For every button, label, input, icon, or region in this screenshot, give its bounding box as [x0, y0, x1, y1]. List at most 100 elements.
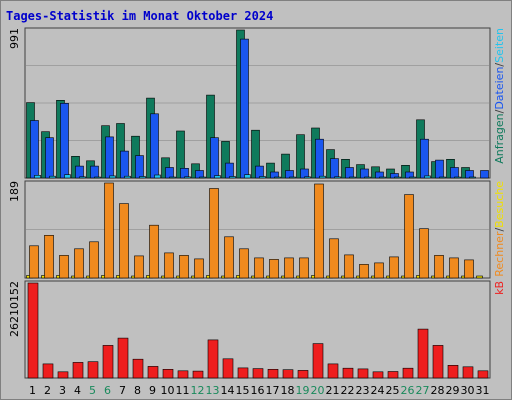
x-tick-label-day-16: 16	[251, 384, 265, 397]
legend-entry: Anfragen	[493, 113, 506, 163]
x-tick-label-day-6: 6	[104, 384, 111, 397]
bar-seiten-day-11	[184, 176, 191, 179]
bar-rechner-day-2	[44, 235, 54, 279]
bar-dateien-day-27	[420, 138, 429, 179]
bar-seiten-day-17	[274, 176, 281, 179]
bar-rechner-day-30	[464, 259, 474, 279]
bar-rechner-day-16	[254, 257, 264, 279]
ymax-label-requests: 991	[8, 28, 21, 49]
bar-rechner-day-9	[149, 224, 159, 279]
bar-seiten-day-14	[229, 176, 236, 179]
legend-entry: /	[493, 109, 506, 113]
bar-kb-day-31	[477, 370, 489, 379]
bar-kb-day-11	[177, 370, 189, 379]
bar-seiten-day-7	[124, 175, 131, 179]
bar-kb-day-8	[132, 358, 144, 379]
bar-rechner-day-10	[164, 252, 174, 279]
bar-seiten-day-20	[319, 175, 326, 179]
bar-dateien-day-20	[315, 138, 324, 179]
bar-rechner-day-26	[404, 194, 414, 279]
x-tick-label-day-15: 15	[236, 384, 250, 397]
bar-rechner-day-14	[224, 236, 234, 279]
x-tick-label-day-19: 19	[296, 384, 310, 397]
x-tick-label-day-24: 24	[371, 384, 385, 397]
bar-besuche-day-31	[476, 275, 483, 279]
bar-kb-day-17	[267, 368, 279, 379]
bar-dateien-day-23	[360, 168, 369, 179]
bar-dateien-day-4	[75, 165, 84, 179]
bar-seiten-day-16	[259, 176, 266, 179]
bar-rechner-day-3	[59, 255, 69, 279]
bar-dateien-day-13	[210, 137, 219, 179]
x-tick-label-day-14: 14	[221, 384, 235, 397]
bar-kb-day-1	[27, 282, 39, 379]
bar-seiten-day-22	[349, 176, 356, 179]
x-tick-label-day-27: 27	[416, 384, 430, 397]
bar-seiten-day-2	[49, 175, 56, 179]
bar-rechner-day-7	[119, 203, 129, 279]
x-tick-label-day-3: 3	[59, 384, 66, 397]
x-tick-label-day-29: 29	[446, 384, 460, 397]
legend-entry: kB	[493, 281, 506, 295]
bar-dateien-day-7	[120, 150, 129, 179]
bar-dateien-day-3	[60, 103, 69, 179]
bar-seiten-day-12	[199, 176, 206, 179]
x-tick-label-day-21: 21	[326, 384, 340, 397]
bar-kb-day-6	[102, 345, 114, 379]
bar-seiten-day-24	[379, 176, 386, 179]
x-tick-label-day-23: 23	[356, 384, 370, 397]
bar-kb-day-19	[297, 370, 309, 379]
legend-requests: Anfragen/Dateien/Seiten	[493, 28, 506, 164]
bar-rechner-day-5	[89, 241, 99, 279]
x-tick-label-day-12: 12	[191, 384, 205, 397]
bar-seiten-day-29	[454, 176, 461, 179]
legend-entry: Rechner	[493, 231, 506, 277]
x-tick-label-day-8: 8	[134, 384, 141, 397]
x-tick-label-day-10: 10	[161, 384, 175, 397]
bar-kb-day-18	[282, 369, 294, 379]
legend-entry: /	[493, 228, 506, 232]
bar-dateien-day-31	[480, 170, 489, 179]
bar-seiten-day-6	[109, 175, 116, 179]
bar-seiten-day-9	[154, 174, 161, 179]
bar-kb-day-16	[252, 368, 264, 379]
bar-dateien-day-14	[225, 162, 234, 179]
bar-rechner-day-29	[449, 257, 459, 279]
bar-kb-day-29	[447, 364, 459, 379]
bar-seiten-day-8	[139, 176, 146, 179]
bar-seiten-day-5	[94, 176, 101, 179]
bar-seiten-day-10	[169, 176, 176, 179]
x-tick-label-day-13: 13	[206, 384, 220, 397]
bar-kb-day-26	[402, 367, 414, 379]
bar-rechner-day-22	[344, 254, 354, 279]
bar-rechner-day-17	[269, 259, 279, 279]
bar-rechner-day-21	[329, 238, 339, 279]
x-tick-label-day-25: 25	[386, 384, 400, 397]
bar-kb-day-4	[72, 362, 84, 379]
bar-dateien-day-8	[135, 155, 144, 179]
bar-kb-day-30	[462, 366, 474, 379]
bar-rechner-day-25	[389, 256, 399, 279]
bar-rechner-day-23	[359, 264, 369, 279]
x-tick-label-day-9: 9	[149, 384, 156, 397]
bar-kb-day-21	[327, 363, 339, 379]
bar-rechner-day-18	[284, 257, 294, 279]
bar-kb-day-24	[372, 371, 384, 379]
x-tick-label-day-28: 28	[431, 384, 445, 397]
bar-kb-day-22	[342, 367, 354, 379]
bar-rechner-day-28	[434, 255, 444, 279]
bar-rechner-day-1	[29, 245, 39, 279]
legend-volume: kB	[493, 281, 506, 295]
bar-kb-day-5	[87, 361, 99, 379]
bar-kb-day-3	[57, 371, 69, 379]
x-tick-label-day-30: 30	[461, 384, 475, 397]
bar-kb-day-10	[162, 368, 174, 379]
bar-rechner-day-4	[74, 248, 84, 279]
bar-dateien-day-5	[90, 165, 99, 179]
bar-rechner-day-24	[374, 262, 384, 279]
bar-dateien-day-1	[30, 120, 39, 179]
bar-dateien-day-10	[165, 167, 174, 179]
bar-rechner-day-19	[299, 257, 309, 279]
ymax-label-volume: 26210152	[8, 281, 21, 337]
bar-kb-day-14	[222, 358, 234, 379]
